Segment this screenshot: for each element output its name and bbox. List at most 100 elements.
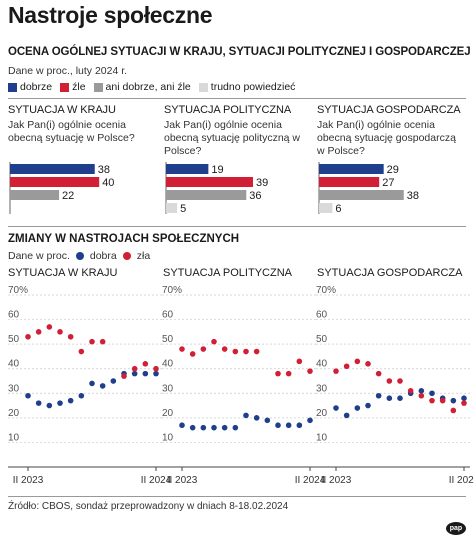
panel-title: SYTUACJA GOSPODARCZA <box>317 104 461 116</box>
y-tick-label: 10 <box>162 432 174 443</box>
y-tick-label: 50 <box>316 334 328 345</box>
data-point <box>397 395 403 401</box>
legend-item-zle: źle <box>60 81 86 93</box>
data-point <box>131 370 138 377</box>
bar <box>166 164 209 174</box>
y-tick-label: 20 <box>162 408 174 419</box>
legend-swatch <box>198 82 208 92</box>
section-title: ZMIANY W NASTROJACH SPOŁECZNYCH <box>8 233 240 245</box>
data-point <box>221 424 228 431</box>
legend-label: źle <box>72 81 86 93</box>
bar <box>10 177 100 187</box>
data-point <box>35 400 42 406</box>
data-point <box>67 333 74 340</box>
data-point <box>296 422 303 429</box>
data-point <box>461 400 467 406</box>
data-point <box>189 351 196 357</box>
y-tick-label: 50 <box>162 334 174 345</box>
y-tick-label: 20 <box>8 408 20 419</box>
data-point <box>264 417 271 424</box>
x-tick-label: II 2023 <box>13 475 44 486</box>
chart-title: SYTUACJA POLITYCZNA <box>163 267 292 279</box>
x-tick-label: II 2023 <box>321 475 352 486</box>
data-point <box>307 368 313 374</box>
data-point <box>131 365 138 372</box>
subtitle: OCENA OGÓLNEJ SYTUACJI W KRAJU, SYTUACJI… <box>8 46 471 58</box>
data-point <box>439 397 446 404</box>
chart-title: SYTUACJA W KRAJU <box>8 267 118 279</box>
bar-value-label: 19 <box>211 164 223 176</box>
data-point <box>253 415 260 421</box>
y-tick-label: 50 <box>8 334 20 345</box>
data-point <box>121 373 127 379</box>
data-point <box>78 348 85 355</box>
data-point <box>211 424 217 431</box>
y-tick-label: 30 <box>316 383 328 394</box>
data-point <box>450 397 457 404</box>
y-tick-label: 60 <box>8 310 20 321</box>
bar <box>10 190 60 200</box>
data-point <box>243 412 249 419</box>
panel-polityczna: SYTUACJA POLITYCZNA Jak Pan(i) ogólnie o… <box>164 104 314 158</box>
y-tick-label: 40 <box>162 359 174 370</box>
y-tick-label: 10 <box>8 432 20 443</box>
legend-item-neutral: ani dobrze, ani źle <box>93 81 191 93</box>
data-point <box>211 338 217 345</box>
data-point <box>142 361 149 367</box>
panel-question: Jak Pan(i) ogólnie ocenia obecną sytuacj… <box>164 119 300 157</box>
data-point <box>429 390 435 397</box>
panel-kraj: SYTUACJA W KRAJU Jak Pan(i) ogólnie ocen… <box>8 104 158 145</box>
legend-label: dobrze <box>20 81 53 93</box>
legend-label: dobra <box>89 250 117 262</box>
data-point <box>89 380 95 387</box>
data-point <box>35 329 42 335</box>
x-tick-label: II 2024 <box>449 475 474 486</box>
data-point <box>354 405 361 411</box>
source-note: Źródło: CBOS, sondaż przeprowadzony w dn… <box>8 501 289 512</box>
y-tick-label: 60 <box>316 310 328 321</box>
legend-item-unknown: trudno powiedzieć <box>198 81 296 93</box>
data-point <box>89 338 95 345</box>
data-point <box>153 370 159 377</box>
bar <box>319 164 384 174</box>
line-legend: Dane w proc. dobra zła <box>8 250 150 262</box>
data-point <box>46 402 53 409</box>
legend-item-dobrze: dobrze <box>8 81 52 93</box>
data-point <box>275 422 281 429</box>
bar-value-label: 38 <box>98 164 110 176</box>
data-point <box>375 370 382 377</box>
y-tick-label: 20 <box>316 408 328 419</box>
data-point <box>99 338 106 345</box>
data-point <box>232 424 239 431</box>
legend-swatch <box>93 82 103 92</box>
page-title: Nastroje społeczne <box>8 2 213 28</box>
chart-title: SYTUACJA GOSPODARCZA <box>317 267 463 279</box>
bar-value-label: 40 <box>102 177 114 189</box>
data-point <box>386 395 393 401</box>
data-point <box>429 397 435 404</box>
data-point <box>285 422 292 429</box>
data-point <box>189 424 196 431</box>
bar-value-label: 27 <box>382 177 394 189</box>
legend-swatch <box>60 82 70 92</box>
x-tick-label: II 2023 <box>167 475 198 486</box>
data-point <box>179 346 185 352</box>
data-point <box>418 388 425 394</box>
data-point <box>285 370 292 377</box>
y-tick-label: 30 <box>8 383 20 394</box>
data-point <box>461 395 467 401</box>
data-point <box>296 358 303 365</box>
panel-question: Jak Pan(i) ogólnie ocenia obecną sytuacj… <box>8 119 135 144</box>
data-point <box>450 407 457 414</box>
bar <box>166 177 253 187</box>
panel-question: Jak Pan(i) ogólnie ocenia obecną sytuacj… <box>317 119 456 157</box>
data-note: Dane w proc., luty 2024 r. <box>8 65 128 77</box>
data-point <box>153 365 159 372</box>
legend-label: trudno powiedzieć <box>210 81 296 93</box>
data-point <box>275 370 281 377</box>
divider <box>8 98 466 99</box>
panel-title: SYTUACJA POLITYCZNA <box>164 104 292 116</box>
data-point <box>333 368 339 374</box>
data-point <box>365 361 371 367</box>
